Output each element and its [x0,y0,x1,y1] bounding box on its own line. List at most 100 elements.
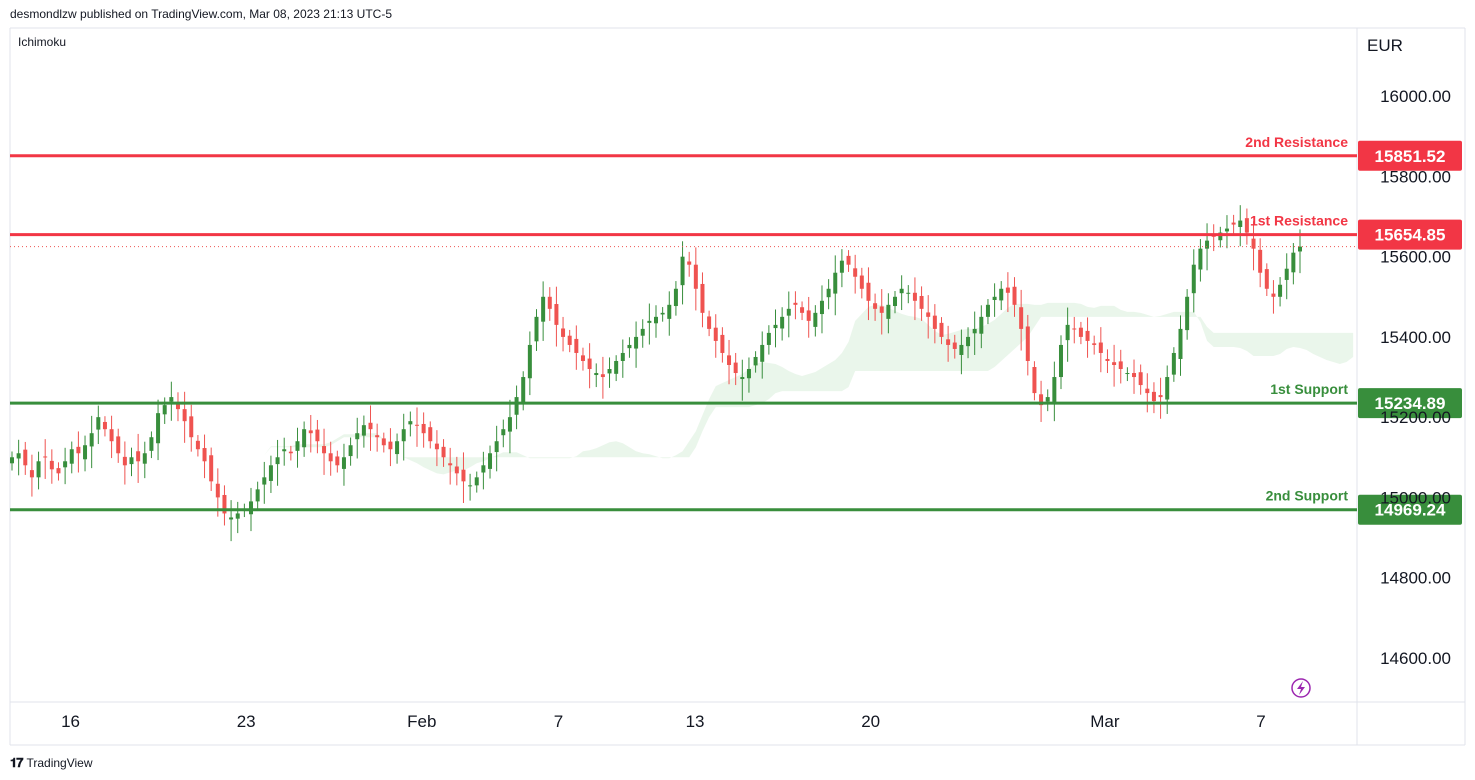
candle-body [733,362,738,374]
candle-body [507,417,512,432]
candle-body [866,282,871,301]
candle [341,443,346,486]
candle [23,441,28,475]
candle [1025,314,1030,376]
candle [1151,382,1156,414]
candle-body [1191,264,1196,294]
x-tick-label: 7 [1256,712,1265,731]
candle-body [912,292,917,301]
candle [634,321,639,368]
candle-body [189,416,194,438]
lightning-circle [1291,678,1311,698]
x-tick-label: 20 [861,712,880,731]
candle-body [1145,388,1150,394]
candle-body [1058,344,1063,378]
chart-icons [1291,678,1311,698]
x-axis: 16 23 Feb 7 13 20 Mar 7 [61,712,1266,731]
candle [600,356,605,399]
candle [408,411,413,437]
level-resistance-2: 1st Resistance 15654.85 [10,213,1462,250]
candle [83,435,88,472]
candle [488,445,493,479]
candle-body [308,430,313,434]
candle [673,281,678,316]
candle [1078,321,1083,345]
candle [268,455,273,493]
candle [793,291,798,320]
candle-body [886,304,891,319]
candle [195,435,200,457]
candle-body [534,316,539,342]
candle [361,415,366,448]
candle-body [156,413,161,444]
candle-body [627,344,632,349]
candle-body [29,470,34,478]
candle [149,431,154,459]
candle-body [136,451,141,462]
candle-body [182,409,187,422]
candle-body [149,437,154,451]
candle [1058,335,1063,390]
candle-body [554,304,559,325]
candle [727,339,732,385]
candle-body [89,433,94,447]
candle-body [249,501,254,515]
candle-body [800,307,805,313]
candle [202,434,207,479]
candle-body [580,355,585,361]
candle [308,414,313,453]
candle-body [1078,327,1083,337]
candle-body [175,401,180,410]
candle-body [1125,373,1130,375]
footer[interactable]: 𝟏𝟕 TradingView [10,755,93,771]
candle [1005,272,1010,313]
candle-body [660,312,665,315]
candle-body [262,477,267,485]
candle [156,399,161,461]
candle [136,433,141,483]
candle [1258,238,1263,288]
candle-body [1171,352,1176,375]
candle-body [574,338,579,353]
candle [381,432,386,453]
candle [222,485,227,526]
candle-body [1039,394,1044,406]
candle-body [833,272,838,294]
candle-body [295,441,300,451]
candle [979,305,984,349]
candle-body [1092,343,1097,345]
candle-body [348,445,353,457]
level-value: 15234.89 [1375,394,1446,413]
candle-body [879,306,884,313]
candle-body [919,295,924,309]
candle-body [720,334,725,353]
candle [1198,239,1203,282]
candle [567,329,572,353]
candle [932,304,937,344]
candle-body [1138,372,1143,386]
candle-body [992,296,997,301]
candle-body [428,427,433,442]
candle-body [713,327,718,341]
candle [1271,280,1276,314]
candle-body [1224,228,1229,232]
candle-body [819,300,824,315]
indicator-label[interactable]: Ichimoku [18,35,67,49]
candle-body [1284,268,1289,280]
level-label: 2nd Resistance [1245,134,1348,150]
candle-body [414,424,419,426]
candle [109,415,114,459]
price-levels: 2nd Resistance 15851.52 1st Resistance 1565… [10,134,1462,525]
candle [846,250,851,272]
candle-body [1118,361,1123,370]
candle-body [893,296,898,307]
x-tick-label: 7 [554,712,563,731]
candle [541,281,546,341]
candle-body [547,296,552,309]
candle-body [1098,342,1103,353]
y-tick-label: 14800.00 [1380,569,1451,588]
candle [1185,289,1190,340]
candle-body [1218,232,1223,241]
candle [1138,364,1143,395]
